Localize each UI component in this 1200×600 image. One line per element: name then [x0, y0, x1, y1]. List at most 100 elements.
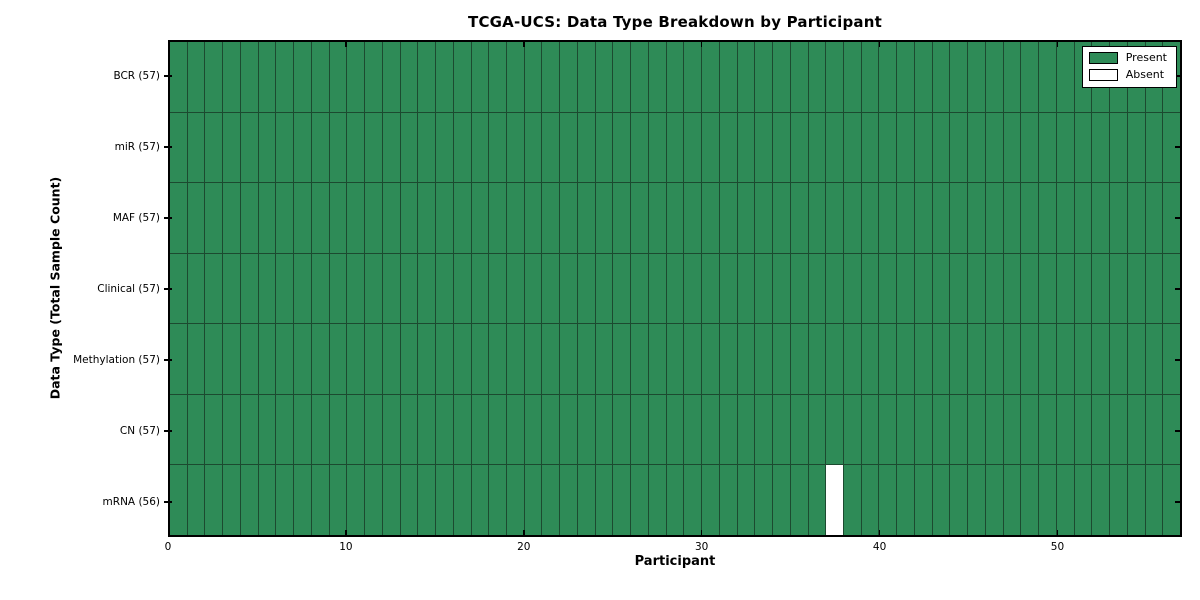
heatmap-cell — [258, 253, 276, 324]
y-tick-label: BCR (57) — [113, 69, 160, 82]
heatmap-cell — [311, 42, 329, 112]
heatmap-cell — [294, 112, 311, 183]
heatmap-cell — [737, 183, 755, 253]
heatmap-cell — [631, 394, 648, 465]
heatmap-cell — [542, 324, 560, 394]
heatmap-cell — [542, 394, 560, 465]
y-tick-mark — [1175, 501, 1180, 503]
heatmap-cell — [1145, 465, 1163, 535]
heatmap-cell — [489, 42, 506, 112]
heatmap-cell — [861, 112, 879, 183]
heatmap-cell — [1145, 112, 1163, 183]
x-tick-label: 0 — [164, 541, 172, 553]
heatmap-cell — [506, 253, 524, 324]
heatmap-cell — [436, 42, 453, 112]
heatmap-cell — [365, 253, 382, 324]
heatmap-cell — [914, 42, 932, 112]
heatmap-cell — [1127, 394, 1145, 465]
heatmap-cell — [648, 42, 666, 112]
heatmap-cell — [560, 394, 577, 465]
y-tick-mark — [164, 501, 172, 503]
heatmap-cell — [968, 324, 985, 394]
heatmap-cell — [1021, 183, 1039, 253]
heatmap-cell — [170, 253, 187, 324]
heatmap-cell — [897, 394, 914, 465]
heatmap-cell — [755, 253, 773, 324]
heatmap-cell — [773, 183, 790, 253]
heatmap-cell — [897, 253, 914, 324]
heatmap-cell — [879, 465, 897, 535]
heatmap-cell — [489, 112, 506, 183]
heatmap-cell — [311, 112, 329, 183]
heatmap-cell — [595, 324, 613, 394]
heatmap-cell — [737, 253, 755, 324]
heatmap-cell — [400, 183, 418, 253]
heatmap-cell — [223, 324, 240, 394]
heatmap-cell — [205, 42, 223, 112]
heatmap-cell — [897, 324, 914, 394]
legend-label-present: Present — [1125, 51, 1167, 64]
heatmap-cell — [737, 465, 755, 535]
heatmap-cell — [1039, 394, 1056, 465]
heatmap-cell — [719, 42, 737, 112]
heatmap-cell — [666, 112, 684, 183]
y-tick-mark — [164, 75, 172, 77]
heatmap-cell — [773, 253, 790, 324]
heatmap-cell — [755, 112, 773, 183]
heatmap-cell — [843, 394, 861, 465]
heatmap-cell — [719, 253, 737, 324]
heatmap-cell — [1021, 394, 1039, 465]
heatmap-cell — [843, 253, 861, 324]
heatmap-cell — [914, 465, 932, 535]
heatmap-cell — [223, 112, 240, 183]
heatmap-cell — [968, 42, 985, 112]
heatmap-cell — [542, 183, 560, 253]
heatmap-cell — [1039, 112, 1056, 183]
heatmap-cell — [826, 183, 843, 253]
heatmap-cell — [1039, 324, 1056, 394]
heatmap-cell — [294, 394, 311, 465]
heatmap-cell — [950, 112, 968, 183]
heatmap-cell — [1074, 253, 1092, 324]
heatmap-cell — [755, 394, 773, 465]
heatmap-cell — [1039, 253, 1056, 324]
heatmap-cell — [826, 394, 843, 465]
heatmap-cell — [968, 465, 985, 535]
y-tick-label: CN (57) — [119, 424, 160, 437]
heatmap-cell — [489, 253, 506, 324]
heatmap-cell — [843, 324, 861, 394]
heatmap-cell — [702, 42, 719, 112]
heatmap-cell — [666, 42, 684, 112]
heatmap-cell — [471, 324, 489, 394]
heatmap-cell — [773, 112, 790, 183]
heatmap-cell — [666, 183, 684, 253]
y-tick-label: mRNA (56) — [102, 495, 160, 508]
heatmap-cell — [1056, 253, 1074, 324]
heatmap-cell — [1074, 324, 1092, 394]
heatmap-cell — [684, 112, 702, 183]
heatmap-cell — [613, 394, 631, 465]
heatmap-cell — [223, 253, 240, 324]
heatmap-cell — [808, 253, 826, 324]
heatmap-cell — [311, 324, 329, 394]
heatmap-cell — [1127, 253, 1145, 324]
heatmap-cell — [968, 183, 985, 253]
heatmap-cell — [187, 465, 205, 535]
heatmap-cell — [418, 465, 436, 535]
heatmap-cell — [542, 42, 560, 112]
heatmap-cell — [329, 42, 347, 112]
heatmap-cell — [365, 112, 382, 183]
heatmap-cell — [1145, 394, 1163, 465]
heatmap-cell — [311, 465, 329, 535]
heatmap-cell — [1110, 112, 1127, 183]
heatmap-cell — [205, 465, 223, 535]
heatmap-cell — [1056, 183, 1074, 253]
heatmap-cell — [1056, 112, 1074, 183]
heatmap-cell — [985, 465, 1003, 535]
heatmap-cell — [453, 394, 471, 465]
x-tick-mark — [523, 530, 525, 535]
heatmap-cell-absent — [826, 465, 843, 535]
heatmap-cell — [240, 42, 258, 112]
heatmap-cell — [897, 465, 914, 535]
